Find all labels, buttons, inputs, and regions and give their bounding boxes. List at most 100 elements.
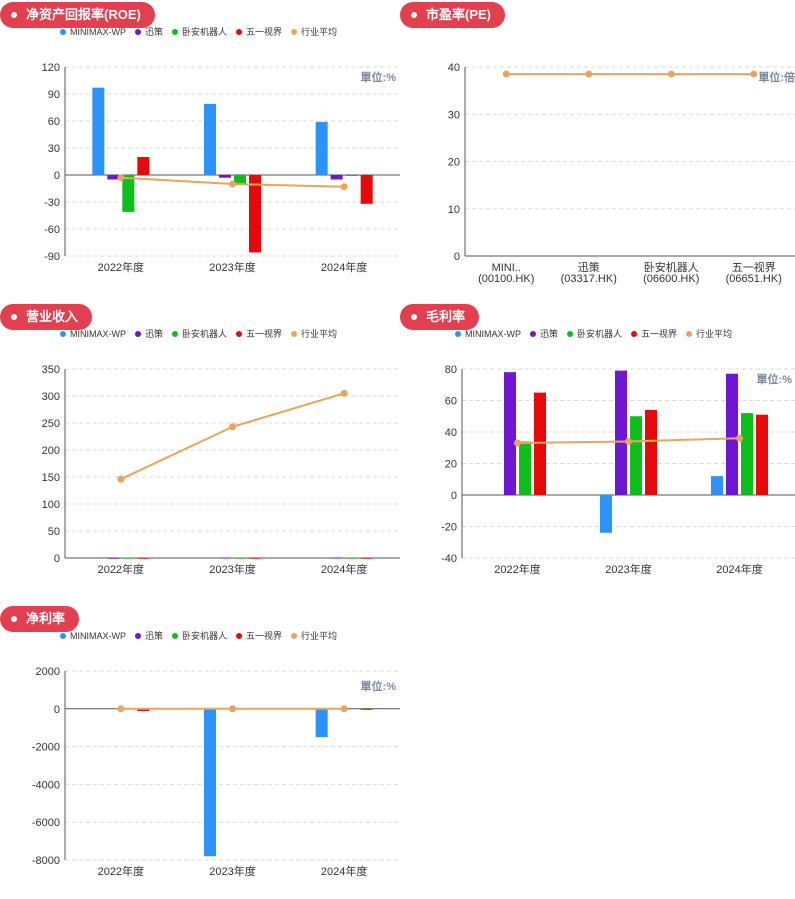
gross-badge[interactable]: 毛利率: [400, 304, 480, 330]
bar: [519, 441, 531, 495]
x-tick-label: 2023年度: [209, 260, 255, 274]
y-tick-label: 100: [42, 499, 60, 511]
bar: [92, 87, 105, 175]
bar: [345, 175, 358, 176]
y-tick-label: 0: [54, 553, 60, 565]
average-point: [625, 437, 632, 445]
average-point: [585, 70, 593, 78]
y-tick-label: -6000: [32, 817, 60, 829]
y-tick-label: -4000: [32, 779, 60, 791]
y-tick-label: 30: [48, 143, 60, 155]
legend-marker: [60, 633, 66, 639]
legend-marker: [60, 29, 66, 35]
revenue-badge[interactable]: 营业收入: [0, 304, 93, 330]
average-point: [736, 434, 743, 442]
gross-chart: MINIMAX-WP 迅策 卧安机器人 五一视界 行业平均 80 60 40 20 0 -20 -40…: [441, 328, 795, 576]
average-point: [117, 475, 125, 483]
bar: [315, 708, 328, 738]
x-tick-label: 2024年度: [321, 260, 367, 274]
bar: [756, 414, 768, 495]
legend-marker: [686, 331, 693, 337]
bar: [234, 175, 246, 185]
revenue-chart: MINIMAX-WP 迅策 卧安机器人 五一视界 行业平均 350 300 250 200 150…: [42, 328, 400, 576]
legend-marker: [291, 331, 298, 337]
legend-label: 迅策: [145, 328, 163, 339]
legend-marker: [567, 331, 574, 337]
net-chart: MINIMAX-WP 迅策 卧安机器人 五一视界 行业平均 2000 0 -2000 -4000…: [32, 630, 400, 878]
legend-label: 五一视界: [246, 26, 282, 37]
y-tick-label: 0: [54, 170, 60, 182]
roe-badge[interactable]: 净资产回报率(ROE): [0, 2, 155, 28]
bar: [137, 157, 150, 175]
y-tick-label: 60: [445, 396, 457, 408]
legend-label: 行业平均: [301, 328, 337, 339]
bullet-icon: [11, 12, 17, 18]
roe-panel: 净资产回报率(ROE) MINIMAX-WP 迅策 卧安机器人 五一视界 行业平均 120…: [0, 0, 400, 290]
bar: [249, 557, 261, 559]
y-tick-label: -20: [441, 522, 457, 534]
legend-marker: [236, 633, 243, 639]
bullet-icon: [11, 314, 17, 320]
roe-title: 净资产回报率(ROE): [26, 7, 141, 22]
legend-label: MINIMAX-WP: [70, 329, 126, 339]
gross-panel: 毛利率 MINIMAX-WP 迅策 卧安机器人 五一视界 行业平均 80 60 40 20 0 -2…: [400, 302, 795, 592]
revenue-title: 营业收入: [26, 309, 79, 324]
legend-label: 卧安机器人: [577, 328, 622, 339]
legend-marker: [291, 633, 298, 639]
x-tick-label: 2023年度: [209, 864, 255, 878]
average-point: [117, 705, 125, 713]
bar: [630, 416, 642, 495]
y-tick-label: -2000: [32, 742, 60, 754]
bar: [122, 557, 135, 559]
x-tick-label: 2022年度: [494, 562, 540, 576]
y-tick-label: -40: [441, 553, 457, 565]
legend-marker: [60, 331, 66, 337]
average-point: [340, 183, 348, 191]
x-tick-label: 迅策: [578, 260, 600, 274]
legend-marker: [236, 29, 243, 35]
bar: [122, 175, 135, 212]
legend-marker: [172, 331, 179, 337]
pe-title: 市盈率(PE): [426, 7, 492, 22]
average-point: [340, 389, 348, 397]
bar: [204, 708, 216, 857]
average-point: [502, 70, 510, 78]
average-point: [229, 180, 236, 188]
pe-chart: 40 30 20 10 0 MINI..(00100.HK) 迅策(03317.HK) 卧安机…: [448, 62, 795, 285]
x-tick-label: 2022年度: [98, 864, 144, 878]
legend-marker: [455, 331, 461, 337]
x-tick-label: 2023年度: [209, 562, 255, 576]
bar: [741, 413, 753, 495]
revenue-panel: 营业收入 MINIMAX-WP 迅策 卧安机器人 五一视界 行业平均 350 300 250 2…: [0, 302, 400, 592]
net-panel: 净利率 MINIMAX-WP 迅策 卧安机器人 五一视界 行业平均 2000 0 -2000 -…: [0, 604, 400, 899]
pe-badge[interactable]: 市盈率(PE): [400, 2, 506, 28]
y-tick-label: 0: [451, 490, 457, 502]
bar: [219, 557, 231, 559]
legend-label: 卧安机器人: [182, 630, 227, 641]
legend-label: MINIMAX-WP: [70, 631, 126, 641]
x-tick-label: 2022年度: [98, 562, 144, 576]
x-tick-label: (00100.HK): [478, 273, 534, 285]
average-point: [229, 423, 236, 431]
legend-marker: [631, 331, 638, 337]
legend-label: 迅策: [540, 328, 558, 339]
gross-title: 毛利率: [426, 309, 466, 324]
legend-label: 卧安机器人: [182, 26, 227, 37]
legend-label: 五一视界: [246, 630, 282, 641]
legend-label: 五一视界: [641, 328, 677, 339]
legend-marker: [135, 331, 141, 337]
legend-label: 五一视界: [246, 328, 282, 339]
x-tick-label: 卧安机器人: [644, 260, 699, 274]
bar: [345, 557, 358, 559]
bar: [360, 175, 373, 204]
y-tick-label: 200: [42, 445, 60, 457]
y-tick-label: 120: [42, 62, 60, 74]
bullet-icon: [411, 12, 417, 18]
net-badge[interactable]: 净利率: [0, 606, 80, 632]
legend-marker: [172, 633, 179, 639]
average-point: [340, 705, 348, 713]
bar: [645, 409, 657, 495]
y-tick-label: 40: [445, 427, 457, 439]
legend-marker: [236, 331, 243, 337]
bar: [204, 103, 216, 175]
